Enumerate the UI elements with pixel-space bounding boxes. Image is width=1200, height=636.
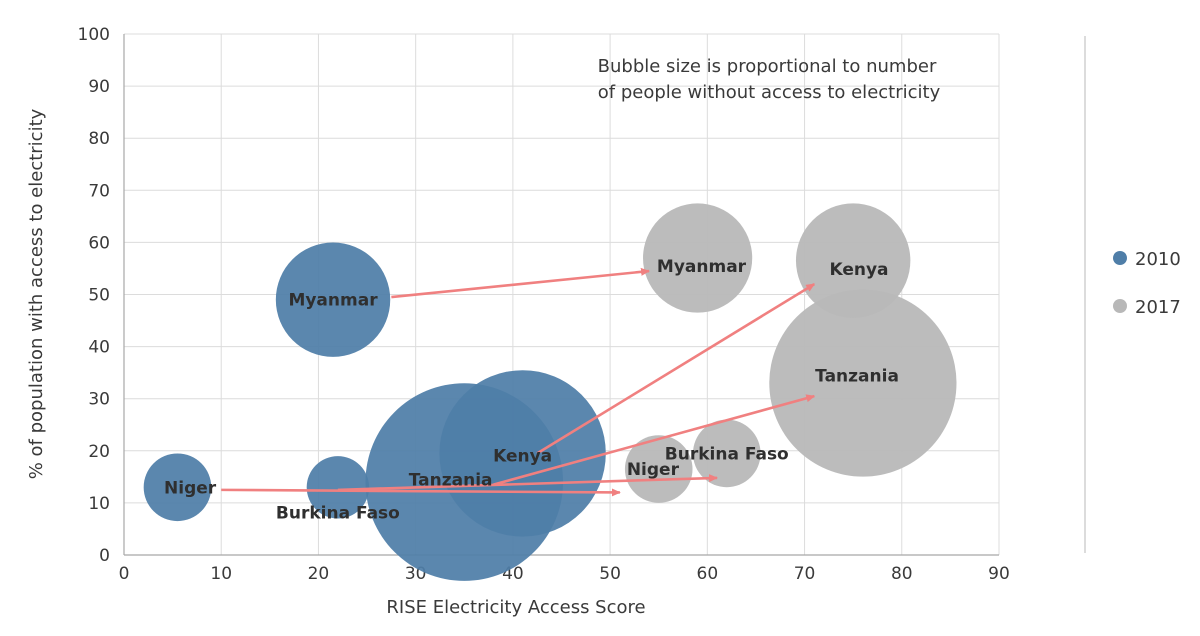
y-tick-label: 90 xyxy=(88,77,110,97)
x-tick-label: 20 xyxy=(308,564,330,584)
x-tick-label: 50 xyxy=(599,564,621,584)
y-tick-label: 30 xyxy=(88,390,110,410)
size-note-line-2: of people without access to electricity xyxy=(598,82,941,103)
bubble-label-2010-kenya: Kenya xyxy=(493,446,552,466)
bubble-label-2017-burkina-faso: Burkina Faso xyxy=(665,444,789,464)
bubble-2010-burkina-faso xyxy=(306,456,370,519)
y-tick-label: 60 xyxy=(88,233,110,253)
bubble-2017-burkina-faso xyxy=(692,419,761,488)
legend: 2010 2017 xyxy=(1113,249,1181,318)
bubble-2010-niger xyxy=(143,453,212,522)
bubble-2017-kenya xyxy=(795,203,911,318)
y-tick-label: 20 xyxy=(88,442,110,462)
y-tick-label: 100 xyxy=(78,25,110,45)
trend-arrow xyxy=(493,394,816,486)
y-tick-label: 40 xyxy=(88,338,110,358)
legend-label-2017: 2017 xyxy=(1135,297,1181,318)
x-tick-label: 90 xyxy=(988,564,1010,584)
bubble-label-2010-myanmar: Myanmar xyxy=(288,291,378,311)
legend-marker-2017 xyxy=(1113,299,1127,313)
trend-arrow xyxy=(391,267,650,299)
bubble-label-2010-niger: Niger xyxy=(164,478,217,498)
y-tick-label: 10 xyxy=(88,494,110,514)
x-tick-label: 10 xyxy=(210,564,232,584)
bubble-label-2010-burkina-faso: Burkina Faso xyxy=(276,503,400,523)
bubble-label-2010-tanzania: Tanzania xyxy=(409,470,493,490)
bubble-2017-tanzania xyxy=(769,289,957,477)
size-note-line-1: Bubble size is proportional to number xyxy=(598,56,937,77)
bubble-label-2017-kenya: Kenya xyxy=(829,260,888,280)
y-axis-title: % of population with access to electrici… xyxy=(26,108,47,479)
bubble-label-2017-niger: Niger xyxy=(627,460,680,480)
y-tick-label: 0 xyxy=(99,546,110,566)
trend-arrow xyxy=(536,282,816,455)
bubble-label-2017-myanmar: Myanmar xyxy=(657,257,747,277)
bubbles xyxy=(143,203,957,581)
x-tick-label: 70 xyxy=(794,564,816,584)
x-tick-label: 80 xyxy=(891,564,913,584)
trend-arrow xyxy=(221,488,621,497)
bubble-2010-myanmar xyxy=(275,242,391,357)
legend-marker-2010 xyxy=(1113,251,1127,265)
bubble-2010-kenya xyxy=(439,370,606,537)
x-axis-title: RISE Electricity Access Score xyxy=(386,597,645,618)
bubble-label-2017-tanzania: Tanzania xyxy=(815,366,899,386)
y-tick-label: 70 xyxy=(88,181,110,201)
y-tick-label: 50 xyxy=(88,286,110,306)
x-tick-label: 0 xyxy=(119,564,130,584)
bubble-2017-myanmar xyxy=(643,203,753,313)
arrows xyxy=(221,267,816,497)
trend-arrow xyxy=(337,474,719,492)
bubble-2017-niger xyxy=(624,435,693,503)
y-tick-label: 80 xyxy=(88,129,110,149)
x-tick-label: 60 xyxy=(697,564,719,584)
legend-label-2010: 2010 xyxy=(1135,249,1181,270)
